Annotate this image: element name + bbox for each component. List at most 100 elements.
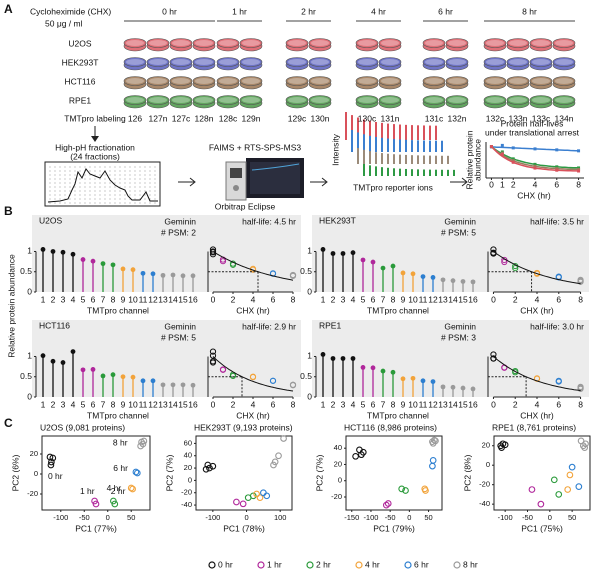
- lollipop-head: [90, 258, 96, 264]
- lollipop-head: [70, 349, 76, 355]
- y-tick-label: 0.5: [300, 371, 312, 381]
- x-tick-label: 15: [178, 399, 188, 409]
- dish-shine: [311, 59, 329, 65]
- lollipop-head: [130, 374, 136, 380]
- dish-top: [483, 95, 507, 105]
- x-tick-label: 6: [271, 399, 276, 409]
- y-axis-label: PC2 (7%): [164, 454, 174, 491]
- decay-point: [289, 382, 297, 389]
- lollipop-head: [150, 271, 156, 277]
- dish-shine: [381, 59, 399, 65]
- decay-point: [289, 272, 297, 279]
- pca-point: [575, 483, 583, 490]
- channel-label: 132n: [448, 113, 467, 123]
- x-tick-label: 6: [371, 294, 376, 304]
- dish-shine: [358, 78, 376, 84]
- x-tick-label: 0: [106, 513, 110, 522]
- pca-point: [402, 487, 409, 494]
- dish-shine: [311, 97, 329, 103]
- x-tick-label: 2: [331, 294, 336, 304]
- dish-top: [308, 57, 332, 67]
- lollipop-head: [180, 382, 186, 388]
- channel-label: 129n: [242, 113, 261, 123]
- dish-top: [239, 76, 263, 86]
- dish-top: [378, 95, 402, 105]
- y-tick-label: 0: [307, 391, 312, 401]
- x-tick-label: 1: [41, 294, 46, 304]
- pca-point: [568, 463, 576, 471]
- lollipop-head: [430, 275, 436, 280]
- dish-top: [169, 38, 193, 48]
- pca-point: [271, 458, 279, 466]
- dish-shine: [126, 78, 144, 84]
- y-tick-label: 0: [34, 469, 38, 478]
- x-axis-label: CHX (hr): [520, 305, 554, 315]
- dish-top: [355, 57, 379, 67]
- x-tick-label: 16: [188, 399, 198, 409]
- chart-title: RPE1 (8,761 proteins): [492, 422, 576, 432]
- lollipop-head: [410, 271, 416, 277]
- pca-point: [550, 476, 558, 484]
- dish-top: [483, 38, 507, 48]
- dish-shine: [555, 59, 573, 65]
- decay-point: [490, 249, 497, 256]
- dish-shine: [172, 59, 190, 65]
- x-tick-label: 2: [51, 399, 56, 409]
- x-tick-label: -100: [363, 513, 378, 522]
- dish-top: [285, 95, 309, 105]
- annotation: 2 hr: [111, 486, 126, 496]
- dish-shine: [242, 78, 260, 84]
- dish-top: [192, 57, 216, 67]
- x-tick-label: 10: [408, 399, 418, 409]
- schematic-point: [577, 169, 581, 173]
- arrow-head: [91, 136, 99, 142]
- protein: Geminin: [444, 216, 476, 226]
- dish-top: [216, 76, 240, 86]
- halflife-ylabel: Relative protein: [464, 130, 474, 189]
- pca-point: [49, 454, 57, 462]
- dish-top: [123, 57, 147, 67]
- x-tick-label: 9: [401, 294, 406, 304]
- pca-point: [111, 500, 119, 508]
- dish-shine: [381, 97, 399, 103]
- dish-shine: [532, 97, 550, 103]
- x-tick-label: 2: [511, 179, 516, 189]
- dish-top: [308, 95, 332, 105]
- x-tick-label: -100: [498, 513, 513, 522]
- dish-top: [552, 76, 576, 86]
- lollipop-head: [50, 249, 56, 254]
- y-tick-label: 1: [307, 351, 312, 361]
- lollipop-head: [150, 378, 156, 384]
- x-tick-label: 4: [351, 399, 356, 409]
- x-tick-label: 4: [71, 399, 76, 409]
- x-tick-label: 11: [139, 399, 148, 409]
- dish-top: [192, 38, 216, 48]
- legend-marker: [208, 561, 216, 569]
- x-tick-label: 15: [458, 399, 468, 409]
- dish-shine: [242, 59, 260, 65]
- y-axis-label: PC2 (7%): [314, 454, 324, 491]
- cell-line-title: RPE1: [319, 320, 341, 330]
- x-tick-label: 5: [81, 399, 86, 409]
- cell-line: U2OS: [68, 38, 91, 48]
- x-tick-label: 4: [535, 399, 540, 409]
- timepoint: 2 hr: [301, 6, 316, 16]
- dish-shine: [509, 40, 527, 46]
- legend-label: 0 hr: [218, 559, 233, 569]
- dish-shine: [555, 40, 573, 46]
- dish-shine: [358, 59, 376, 65]
- panel-bg: [32, 320, 301, 397]
- dish-shine: [172, 97, 190, 103]
- dish-shine: [149, 59, 167, 65]
- x-tick-label: 4: [351, 294, 356, 304]
- lollipop-head: [370, 259, 376, 265]
- x-tick-label: 2: [51, 294, 56, 304]
- schematic-point: [577, 149, 581, 153]
- dish-top: [529, 38, 553, 48]
- x-tick-label: 13: [438, 399, 448, 409]
- x-tick-label: -50: [522, 513, 533, 522]
- decay-fit: [212, 251, 294, 281]
- pca-point: [566, 471, 574, 479]
- schematic-point: [533, 162, 537, 166]
- pca-point: [249, 492, 257, 500]
